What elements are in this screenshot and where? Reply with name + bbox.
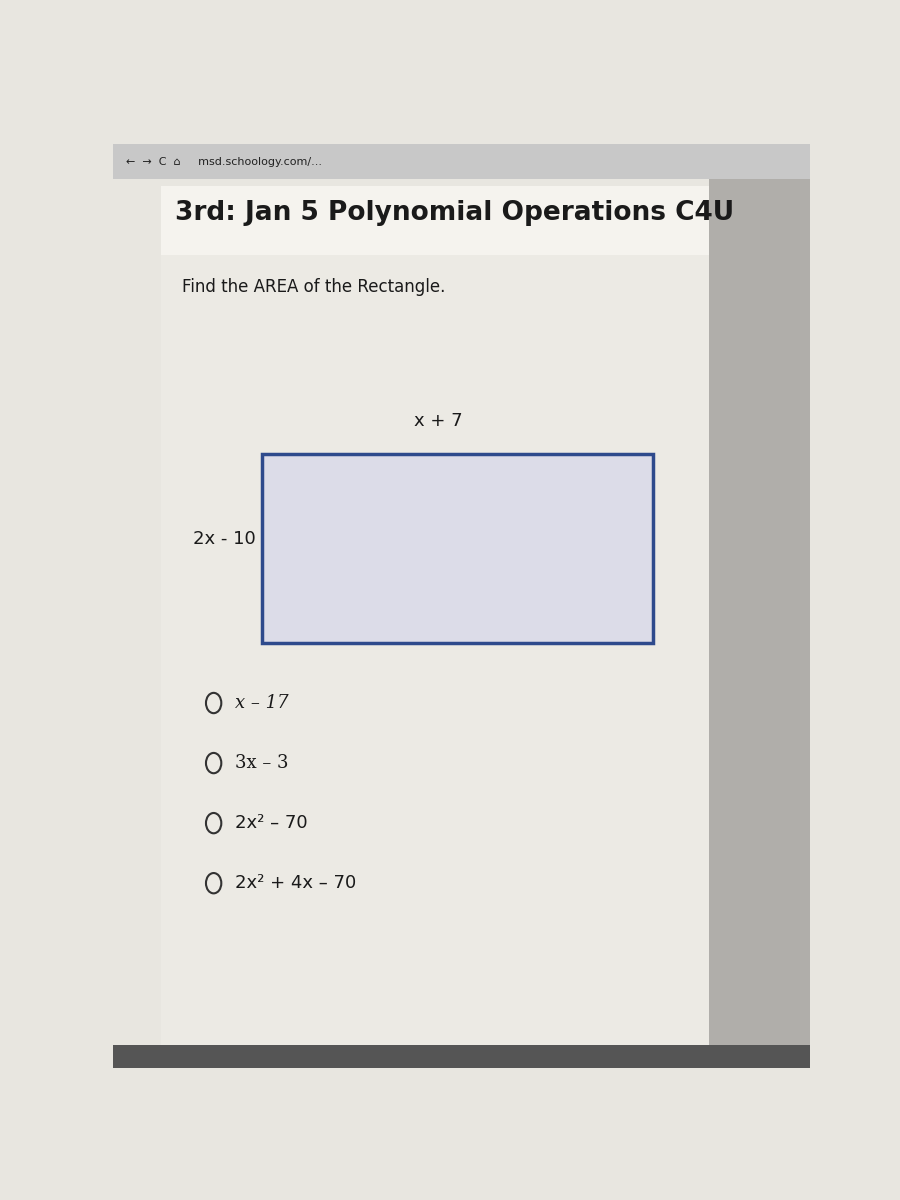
Bar (112, 1045, 810, 1068)
Text: Find the AREA of the Rectangle.: Find the AREA of the Rectangle. (182, 278, 446, 296)
Bar (112, 144, 810, 179)
Bar (263, 454, 653, 643)
Text: 3x – 3: 3x – 3 (235, 754, 288, 772)
Bar (161, 186, 709, 254)
Text: 2x - 10: 2x - 10 (193, 529, 256, 547)
Text: x + 7: x + 7 (414, 413, 463, 431)
Text: x – 17: x – 17 (235, 694, 288, 712)
Text: 2x² + 4x – 70: 2x² + 4x – 70 (235, 874, 356, 893)
Text: 2x² – 70: 2x² – 70 (235, 814, 307, 832)
Text: 3rd: Jan 5 Polynomial Operations C4U: 3rd: Jan 5 Polynomial Operations C4U (176, 200, 734, 227)
Bar (161, 254, 709, 1045)
Bar (709, 144, 810, 1068)
Text: ←  →  C  ⌂     msd.schoology.com/...: ← → C ⌂ msd.schoology.com/... (126, 156, 322, 167)
